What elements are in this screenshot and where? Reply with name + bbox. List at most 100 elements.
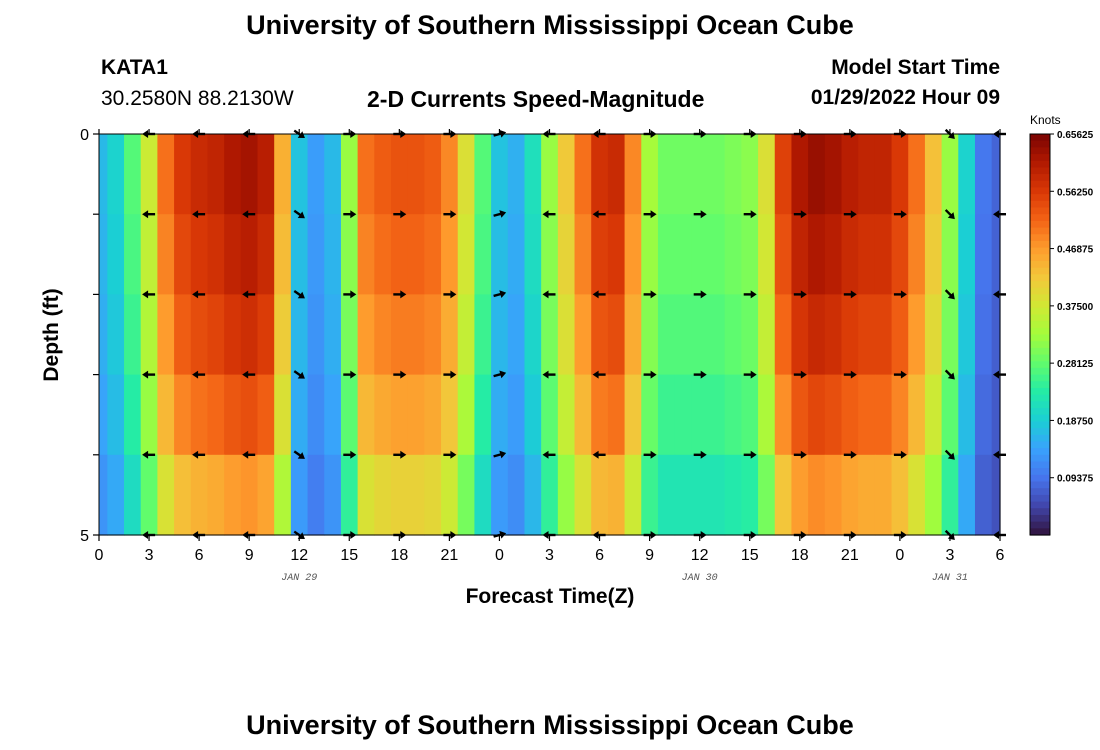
heatmap-cell bbox=[724, 454, 742, 536]
heatmap-cell bbox=[274, 214, 292, 295]
current-arrow bbox=[843, 450, 857, 459]
heatmap-cell bbox=[974, 134, 993, 215]
current-arrow bbox=[192, 210, 206, 219]
x-tick-label: 18 bbox=[791, 547, 809, 564]
heatmap-cell bbox=[641, 214, 659, 295]
current-arrow bbox=[142, 210, 156, 219]
heatmap-cell bbox=[307, 374, 325, 456]
heatmap-cell bbox=[841, 134, 859, 215]
heatmap-cell bbox=[240, 294, 259, 376]
heatmap-cell bbox=[491, 214, 509, 295]
heatmap-cell bbox=[724, 294, 742, 376]
heatmap-cell bbox=[924, 454, 943, 536]
heatmap-cell bbox=[858, 294, 876, 376]
heatmap-cell bbox=[390, 214, 409, 295]
heatmap-cell bbox=[724, 374, 742, 456]
heatmap-cell bbox=[307, 214, 325, 295]
colorbar-segment bbox=[1030, 367, 1050, 376]
heatmap-cell bbox=[257, 294, 275, 376]
x-tick-label: 6 bbox=[996, 547, 1005, 564]
heatmap-cell bbox=[140, 214, 158, 295]
current-arrow bbox=[693, 450, 707, 459]
heatmap-cell bbox=[374, 294, 392, 376]
plot-title: 2-D Currents Speed-Magnitude bbox=[367, 86, 705, 112]
current-arrow bbox=[643, 450, 657, 459]
heatmap-cell bbox=[774, 374, 793, 456]
heatmap-cell bbox=[708, 294, 726, 376]
current-arrow bbox=[493, 450, 507, 459]
current-arrow bbox=[142, 450, 156, 459]
heatmap-cell bbox=[99, 454, 108, 536]
heatmap-cell bbox=[307, 454, 325, 536]
heatmap-cell bbox=[441, 214, 459, 295]
heatmap-cell bbox=[607, 134, 626, 215]
heatmap-cell bbox=[674, 214, 692, 295]
colorbar-segment bbox=[1030, 160, 1050, 169]
heatmap-cell bbox=[758, 374, 776, 456]
heatmap-cell bbox=[991, 134, 1001, 215]
heatmap-cell bbox=[124, 134, 142, 215]
heatmap-cell bbox=[507, 294, 526, 376]
heatmap-cell bbox=[858, 374, 876, 456]
heatmap-cell bbox=[374, 374, 392, 456]
heatmap-cell bbox=[841, 214, 859, 295]
heatmap-cell bbox=[824, 294, 843, 376]
colorbar-tick-label: 0.56250 bbox=[1057, 187, 1094, 198]
heatmap-cell bbox=[774, 214, 793, 295]
current-arrow bbox=[242, 450, 256, 459]
model-start-time: 01/29/2022 Hour 09 bbox=[810, 86, 1000, 109]
heatmap-cell bbox=[190, 134, 209, 215]
heatmap-cell bbox=[224, 214, 242, 295]
heatmap-cell bbox=[591, 374, 609, 456]
colorbar-tick-label: 0.46875 bbox=[1057, 245, 1094, 256]
heatmap-cell bbox=[99, 374, 108, 456]
heatmap-cell bbox=[924, 214, 943, 295]
current-arrow bbox=[793, 210, 807, 219]
heatmap-cell bbox=[257, 454, 275, 536]
heatmap-cell bbox=[958, 134, 976, 215]
colorbar-segment bbox=[1030, 501, 1050, 509]
heatmap-cell bbox=[574, 134, 592, 215]
heatmap-cell bbox=[574, 454, 592, 536]
heatmap-cell bbox=[874, 374, 893, 456]
heatmap-cell bbox=[424, 214, 442, 295]
x-tick-label: 15 bbox=[741, 547, 759, 564]
heatmap-cell bbox=[557, 214, 576, 295]
heatmap-cell bbox=[340, 294, 359, 376]
heatmap-cell bbox=[657, 134, 676, 215]
heatmap-cell bbox=[674, 294, 692, 376]
heatmap-cell bbox=[240, 454, 259, 536]
heatmap-cell bbox=[374, 454, 392, 536]
heatmap-cell bbox=[290, 374, 309, 456]
heatmap-cell bbox=[107, 454, 125, 536]
heatmap-cell bbox=[691, 454, 709, 536]
current-arrow bbox=[542, 210, 556, 219]
heatmap-cell bbox=[991, 374, 1001, 456]
heatmap-cell bbox=[824, 374, 843, 456]
heatmap-cell bbox=[974, 454, 993, 536]
heatmap-cell bbox=[758, 214, 776, 295]
heatmap-cell bbox=[474, 454, 492, 536]
date-label: JAN 29 bbox=[281, 573, 317, 584]
current-arrow bbox=[944, 369, 955, 380]
heatmap-cell bbox=[741, 374, 759, 456]
heatmap-cell bbox=[99, 214, 108, 295]
heatmap-cell bbox=[974, 374, 993, 456]
heatmap-cell bbox=[307, 134, 325, 215]
heatmap-cell bbox=[524, 294, 542, 376]
current-arrow bbox=[293, 289, 305, 299]
heatmap-cell bbox=[958, 214, 976, 295]
heatmap-cell bbox=[941, 134, 959, 215]
colorbar-segment bbox=[1030, 381, 1050, 389]
heatmap-cell bbox=[457, 214, 476, 295]
heatmap-cell bbox=[274, 134, 292, 215]
station-coordinates: 30.2580N 88.2130W bbox=[101, 87, 294, 110]
heatmap-cell bbox=[774, 134, 793, 215]
heatmap-cell bbox=[758, 454, 776, 536]
heatmap-cell bbox=[891, 374, 909, 456]
heatmap-cell bbox=[791, 454, 809, 536]
heatmap-cell bbox=[107, 294, 125, 376]
heatmap-cell bbox=[541, 294, 559, 376]
heatmap-cell bbox=[774, 294, 793, 376]
heatmap-cell bbox=[524, 134, 542, 215]
